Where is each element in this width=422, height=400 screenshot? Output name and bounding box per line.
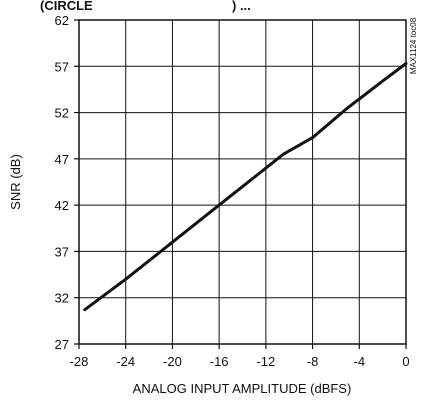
snr-data-point [124,278,127,281]
snr-data-point [311,136,314,139]
y-tick-label: 42 [55,198,69,213]
y-tick-label: 37 [55,244,69,259]
x-tick-label: -16 [210,354,229,369]
x-tick-label: -8 [307,354,319,369]
snr-data-point [171,240,174,244]
x-tick-label: -20 [163,354,182,369]
y-tick-label: 57 [55,59,69,74]
snr-data-point [346,106,349,110]
y-tick-label: 32 [55,291,69,306]
snr-data-point [282,153,285,156]
chart-top-fragment-right: ) ... [232,0,251,13]
snr-data-point [83,308,87,311]
snr-data-point [217,203,221,207]
y-axis-ticks: 27 32 37 42 47 52 57 62 [55,13,79,352]
x-tick-label: -4 [354,354,366,369]
snr-data-point [381,79,384,83]
y-tick-label: 62 [55,13,69,28]
y-tick-label: 27 [55,337,69,352]
x-tick-label: 0 [402,354,409,369]
y-tick-label: 47 [55,152,69,167]
x-tick-label: -24 [116,354,135,369]
y-tick-label: 52 [55,106,69,121]
x-tick-label: -28 [70,354,89,369]
snr-data-point [264,166,268,170]
x-axis-label: ANALOG INPUT AMPLITUDE (dBFS) [133,381,352,396]
plot-frame [78,19,407,345]
grid-lines [78,19,407,345]
series-layer [83,62,408,312]
snr-series-line [83,62,408,312]
figure-id-label: MAX1124 toc08 [409,17,418,74]
x-axis-ticks: -28 -24 -20 -16 -12 -8 -4 0 [70,344,410,369]
snr-data-point [404,62,408,65]
y-axis-label: SNR (dB) [8,154,23,210]
chart-top-fragment-left: (CIRCLE [40,0,93,13]
x-tick-label: -12 [256,354,275,369]
